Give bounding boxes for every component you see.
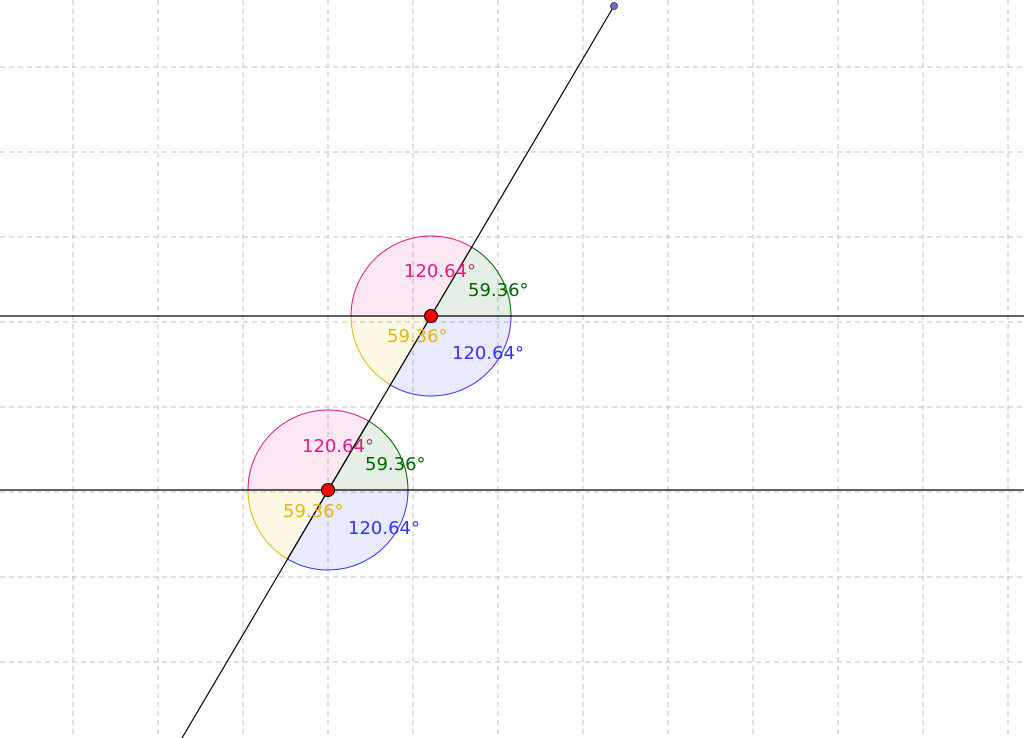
angle-label-lower-top-right: 59.36° bbox=[365, 454, 426, 475]
angle-sector-lower-bottom-right[interactable] bbox=[286, 489, 409, 571]
intersection-point-upper[interactable] bbox=[424, 309, 438, 323]
angle-sector-lower-top-left[interactable] bbox=[247, 409, 370, 491]
angle-sector-upper-top-right[interactable] bbox=[430, 246, 512, 317]
angle-label-lower-top-left: 120.64° bbox=[302, 436, 374, 457]
angle-label-upper-top-left: 120.64° bbox=[404, 261, 476, 282]
transversal-line[interactable] bbox=[181, 5, 615, 738]
angle-sectors bbox=[247, 235, 512, 571]
angle-label-lower-bottom-right: 120.64° bbox=[348, 518, 420, 539]
angle-sector-upper-bottom-left[interactable] bbox=[350, 315, 432, 386]
angle-label-lower-bottom-left: 59.36° bbox=[283, 501, 344, 522]
angle-label-upper-top-right: 59.36° bbox=[468, 280, 529, 301]
angle-label-upper-bottom-right: 120.64° bbox=[452, 343, 524, 364]
angle-sector-lower-top-right[interactable] bbox=[327, 420, 409, 491]
transversal-handle-point[interactable] bbox=[610, 2, 618, 10]
angle-sector-lower-bottom-left[interactable] bbox=[247, 489, 329, 560]
intersection-point-lower[interactable] bbox=[321, 483, 335, 497]
angle-sector-upper-bottom-right[interactable] bbox=[389, 315, 512, 397]
angle-sector-upper-top-left[interactable] bbox=[350, 235, 473, 317]
angle-label-upper-bottom-left: 59.36° bbox=[387, 326, 448, 347]
angle-labels: 120.64° 59.36° 59.36° 120.64° 120.64° 59… bbox=[283, 261, 529, 539]
